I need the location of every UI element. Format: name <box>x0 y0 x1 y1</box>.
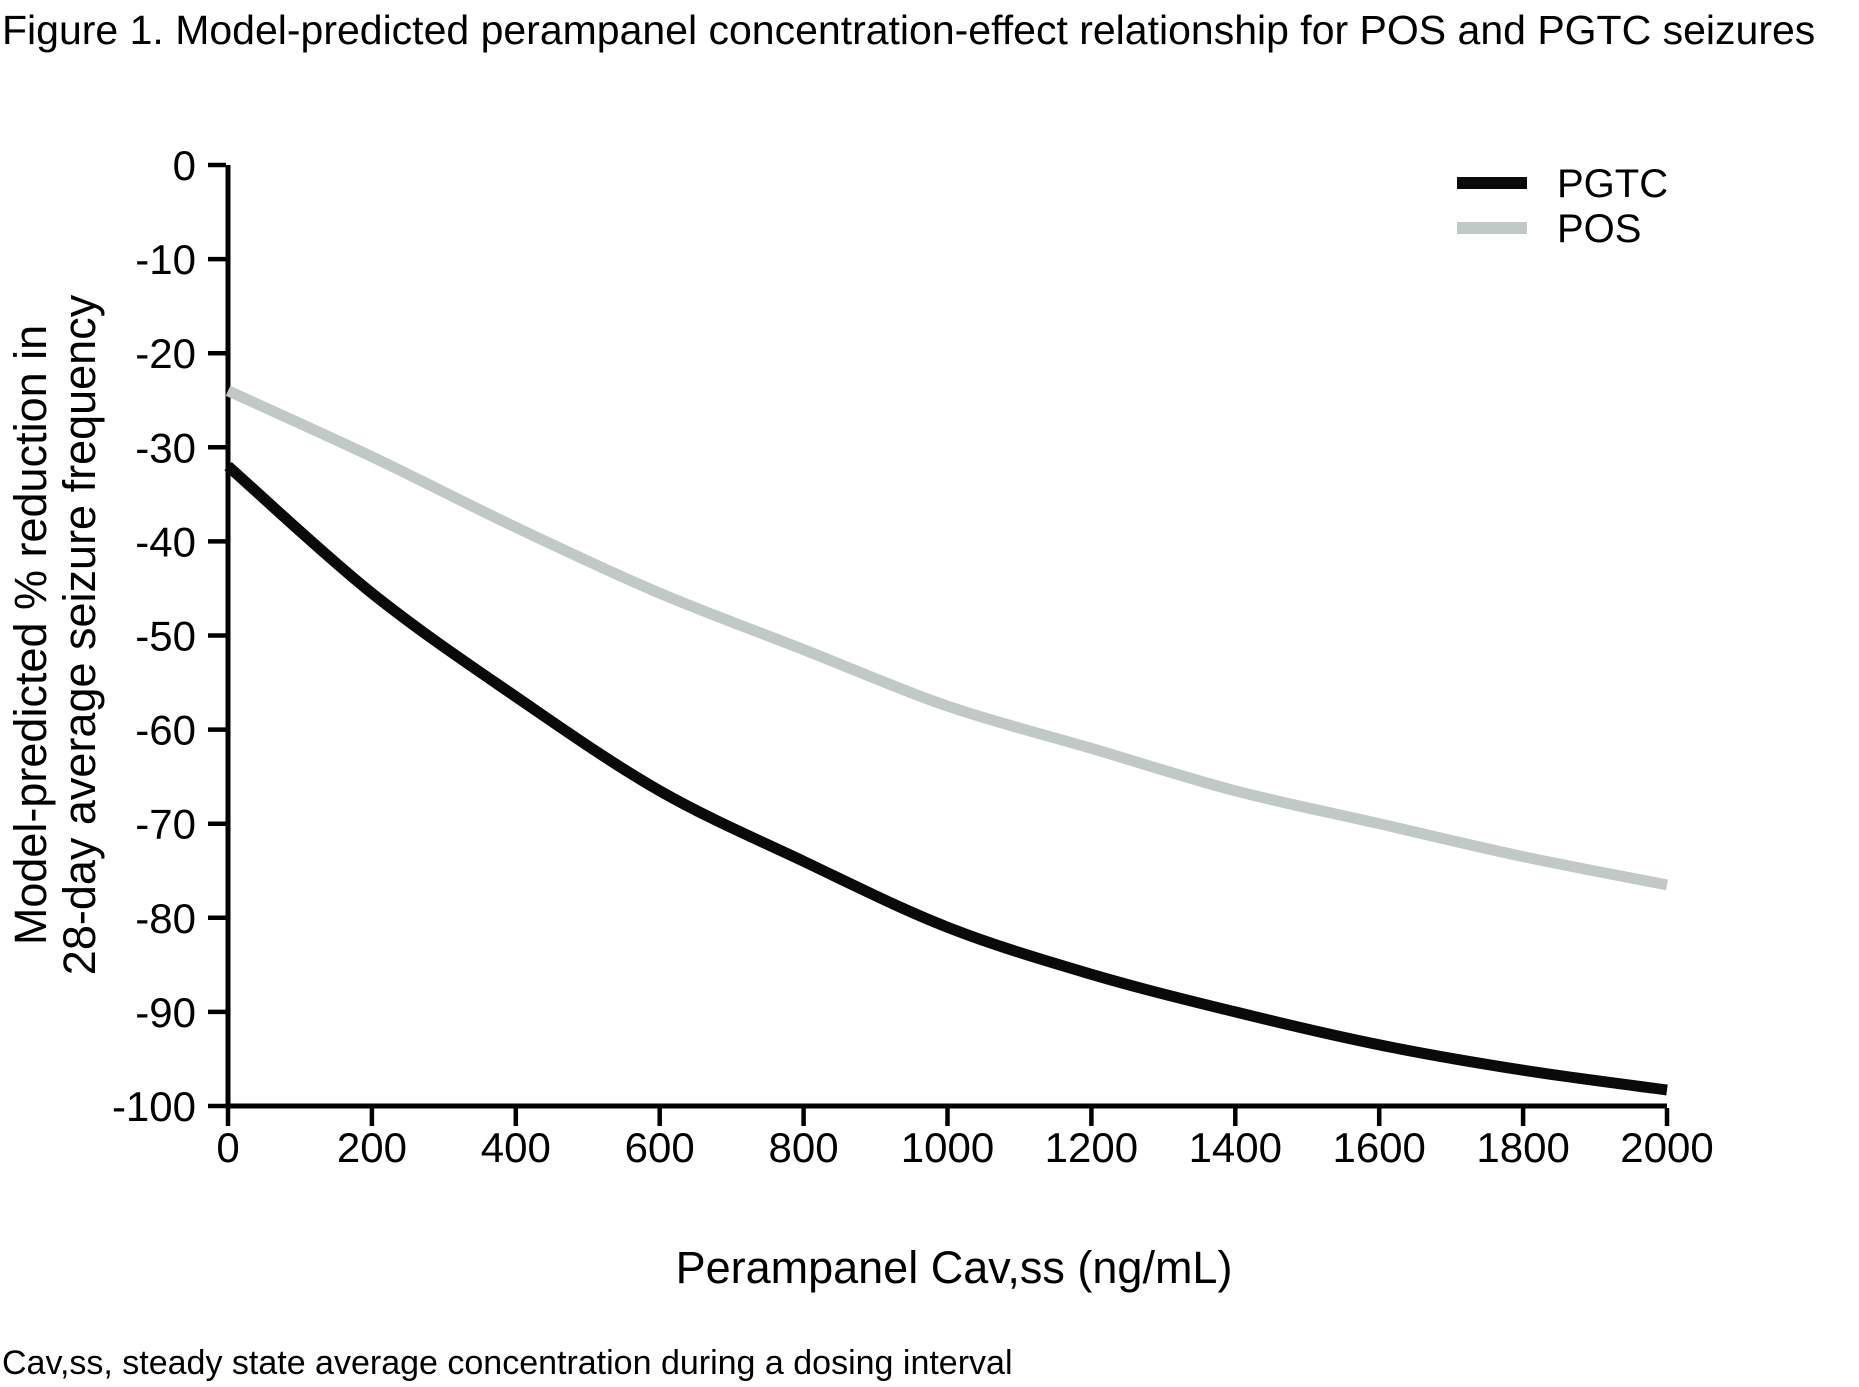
legend: PGTC POS <box>1457 162 1668 251</box>
y-tick-label: 0 <box>173 142 196 189</box>
y-axis-title-line-2: 28-day average seizure frequency <box>54 294 105 975</box>
x-tick-label: 1400 <box>1189 1124 1282 1171</box>
y-tick-label: -20 <box>135 330 196 377</box>
y-tick-label: -100 <box>112 1083 196 1130</box>
x-tick-label: 600 <box>625 1124 695 1171</box>
figure-title: Figure 1. Model-predicted perampanel con… <box>2 7 1815 53</box>
pos-curve <box>225 385 1669 891</box>
x-tick-label: 400 <box>481 1124 551 1171</box>
y-tick-label: -60 <box>135 707 196 754</box>
x-tick-label: 1800 <box>1476 1124 1569 1171</box>
legend-label-pgtc: PGTC <box>1557 162 1668 206</box>
x-tick-label: 1200 <box>1045 1124 1138 1171</box>
x-tick-label: 2000 <box>1620 1124 1713 1171</box>
pgtc-curve <box>224 461 1668 1096</box>
axes: 0 -10 -20 -30 -40 -50 -60 -70 -80 -90 -100 0 200 400 6… <box>112 142 1714 1171</box>
x-tick-label: 0 <box>216 1124 239 1171</box>
y-tick-label: -90 <box>135 989 196 1036</box>
y-tick-label: -80 <box>135 895 196 942</box>
y-tick-label: -30 <box>135 424 196 471</box>
x-tick-label: 200 <box>337 1124 407 1171</box>
y-tick-label: -50 <box>135 613 196 660</box>
x-tick-label: 1600 <box>1332 1124 1425 1171</box>
y-axis-title-line-1: Model-predicted % reduction in <box>5 325 56 945</box>
x-tick-label: 800 <box>769 1124 839 1171</box>
y-tick-label: -40 <box>135 518 196 565</box>
y-tick-label: -70 <box>135 801 196 848</box>
figure-footnote: Cav,ss, steady state average concentrati… <box>2 1344 1013 1382</box>
y-tick-label: -10 <box>135 236 196 283</box>
x-axis-title: Perampanel Cav,ss (ng/mL) <box>676 1242 1233 1293</box>
x-tick-label: 1000 <box>901 1124 994 1171</box>
curves <box>224 385 1669 1096</box>
legend-label-pos: POS <box>1557 207 1641 251</box>
